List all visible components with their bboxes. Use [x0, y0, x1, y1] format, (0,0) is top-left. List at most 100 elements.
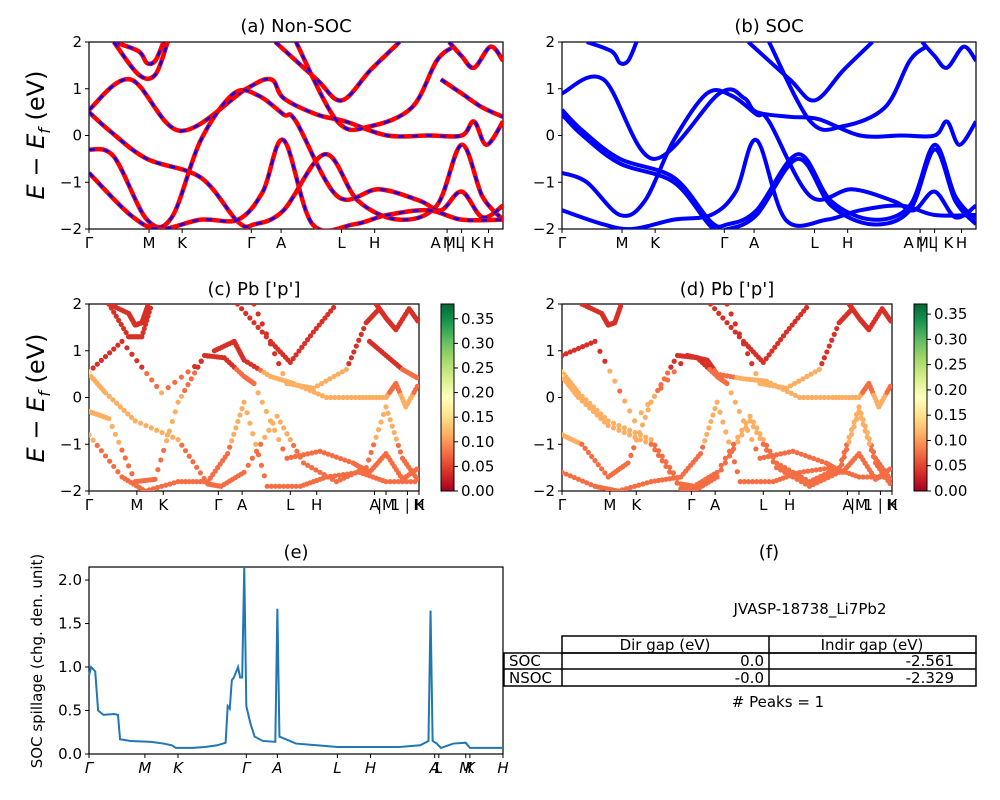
panelE-ytick-label: 2.0	[58, 571, 82, 589]
panelD-point	[728, 311, 734, 317]
panel-f-title: (f)	[759, 542, 779, 563]
panelD-point	[736, 331, 742, 337]
panelC-point	[237, 412, 243, 418]
panelC-point	[391, 429, 397, 436]
panelD-point	[763, 356, 769, 362]
panel-a-title: (a) Non-SOC	[240, 16, 351, 37]
panelC-point	[296, 348, 302, 354]
panelD-point	[783, 329, 790, 335]
panelC-point	[325, 311, 331, 318]
panelD-point	[563, 471, 569, 477]
panelD-point	[732, 399, 738, 405]
panelC-point	[276, 483, 283, 489]
panelD-point	[841, 454, 847, 460]
panelD-point	[798, 451, 804, 457]
panelD-point	[627, 427, 633, 433]
panelB-band-1	[562, 113, 976, 229]
panelC-xtick-label: H	[413, 496, 424, 514]
panelC-ytick-label: −2	[60, 482, 82, 500]
panelE-xtick-label: M	[459, 759, 472, 777]
panelD-point	[617, 304, 624, 309]
panelD-point	[860, 474, 866, 480]
panelC-point	[172, 409, 178, 415]
panelD-point	[821, 394, 827, 401]
panelC-point	[336, 472, 342, 478]
panelC-point	[163, 438, 170, 444]
panelD-point	[775, 340, 781, 347]
panelD-point	[753, 446, 759, 452]
panelD-point	[780, 333, 787, 339]
soc-dir-gap: 0.0	[740, 652, 764, 670]
panelC-ytick-label: 1	[72, 342, 82, 360]
panelD-point	[667, 469, 673, 475]
panelA-xtick-label: H	[483, 234, 494, 252]
panelD-point	[789, 322, 795, 328]
panelD-point	[796, 378, 802, 384]
panelC-xtick-label: 1 | K	[390, 496, 425, 514]
panelA-band-soc-3	[89, 138, 503, 229]
panelD-point	[575, 476, 582, 482]
spillage-line	[88, 566, 503, 750]
panelC-point	[307, 333, 314, 339]
panelD-xtick-label: Γ	[558, 496, 567, 514]
panelC-point	[182, 387, 188, 394]
nsoc-dir-gap: -0.0	[735, 669, 764, 687]
panelB-ytick-label: 1	[545, 80, 555, 98]
panelC-point	[122, 455, 128, 461]
panelD-point	[797, 394, 803, 401]
panelC-point	[229, 438, 235, 444]
panelC-point	[137, 420, 144, 426]
col-header-dir: Dir gap (eV)	[620, 636, 711, 654]
panelC-point	[243, 310, 249, 316]
panelC-point	[305, 462, 311, 468]
panelC-point	[139, 334, 145, 340]
panelD-point	[745, 479, 752, 485]
panelD-point	[853, 416, 860, 422]
panelA-xtick-label: A | L	[431, 234, 465, 252]
panelB-ytick-label: 0	[545, 127, 555, 145]
panelD-point	[887, 383, 892, 389]
panelD-point	[643, 439, 649, 445]
panelC-point	[321, 450, 327, 456]
panelB-band-2	[562, 74, 976, 161]
panelC-point	[231, 431, 237, 437]
panelD-point	[856, 408, 862, 415]
panelC-point	[291, 442, 297, 449]
panelD-xtick-label: Γ	[687, 496, 696, 514]
panelC-point	[299, 344, 305, 350]
panelD-point	[615, 488, 621, 491]
panelD-point	[587, 405, 593, 411]
cbarD-tick-label: 0.15	[934, 406, 967, 424]
panelC-point	[94, 361, 100, 367]
panelA-xtick-label: K	[177, 234, 188, 252]
panelD-point	[724, 304, 730, 307]
panelC-point	[111, 309, 117, 315]
panelC-point	[294, 448, 300, 454]
panelD-point	[839, 462, 845, 468]
panelD-point	[782, 469, 788, 475]
panelC-point	[268, 483, 274, 489]
panelC-point	[188, 376, 194, 382]
panelD-point	[658, 382, 664, 388]
panelC-point	[331, 373, 337, 380]
panelD-point	[671, 369, 677, 375]
panelC-point	[111, 346, 117, 352]
panelC-point	[186, 479, 192, 485]
panelD-point	[804, 373, 810, 380]
panelD-point	[632, 483, 638, 489]
panelC-point	[164, 432, 170, 438]
panelC-point	[259, 399, 265, 405]
panelC-point	[340, 472, 346, 478]
panelC-point	[352, 394, 359, 401]
panelD-point	[809, 394, 815, 401]
panelC-point	[150, 486, 156, 491]
panelD-point	[710, 412, 716, 418]
panelC-point	[227, 444, 233, 450]
panelC-point	[251, 320, 257, 326]
panelD-point	[716, 310, 722, 316]
cbarC-tick-label: 0.25	[461, 359, 494, 377]
panelD-point	[805, 468, 811, 474]
panelD-point	[708, 418, 714, 425]
panelD-point	[819, 458, 825, 465]
panelC-point	[147, 305, 154, 311]
